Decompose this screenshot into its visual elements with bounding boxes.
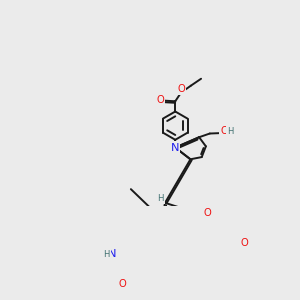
Text: H: H xyxy=(227,128,234,136)
Text: O: O xyxy=(241,238,248,248)
Text: O: O xyxy=(203,208,211,218)
Text: O: O xyxy=(178,84,185,94)
Text: O: O xyxy=(157,94,164,105)
Text: O: O xyxy=(220,126,228,136)
Text: H: H xyxy=(157,194,164,203)
Text: O: O xyxy=(118,279,126,289)
Text: H: H xyxy=(103,250,110,259)
Text: N: N xyxy=(171,142,179,153)
Text: N: N xyxy=(108,249,116,260)
